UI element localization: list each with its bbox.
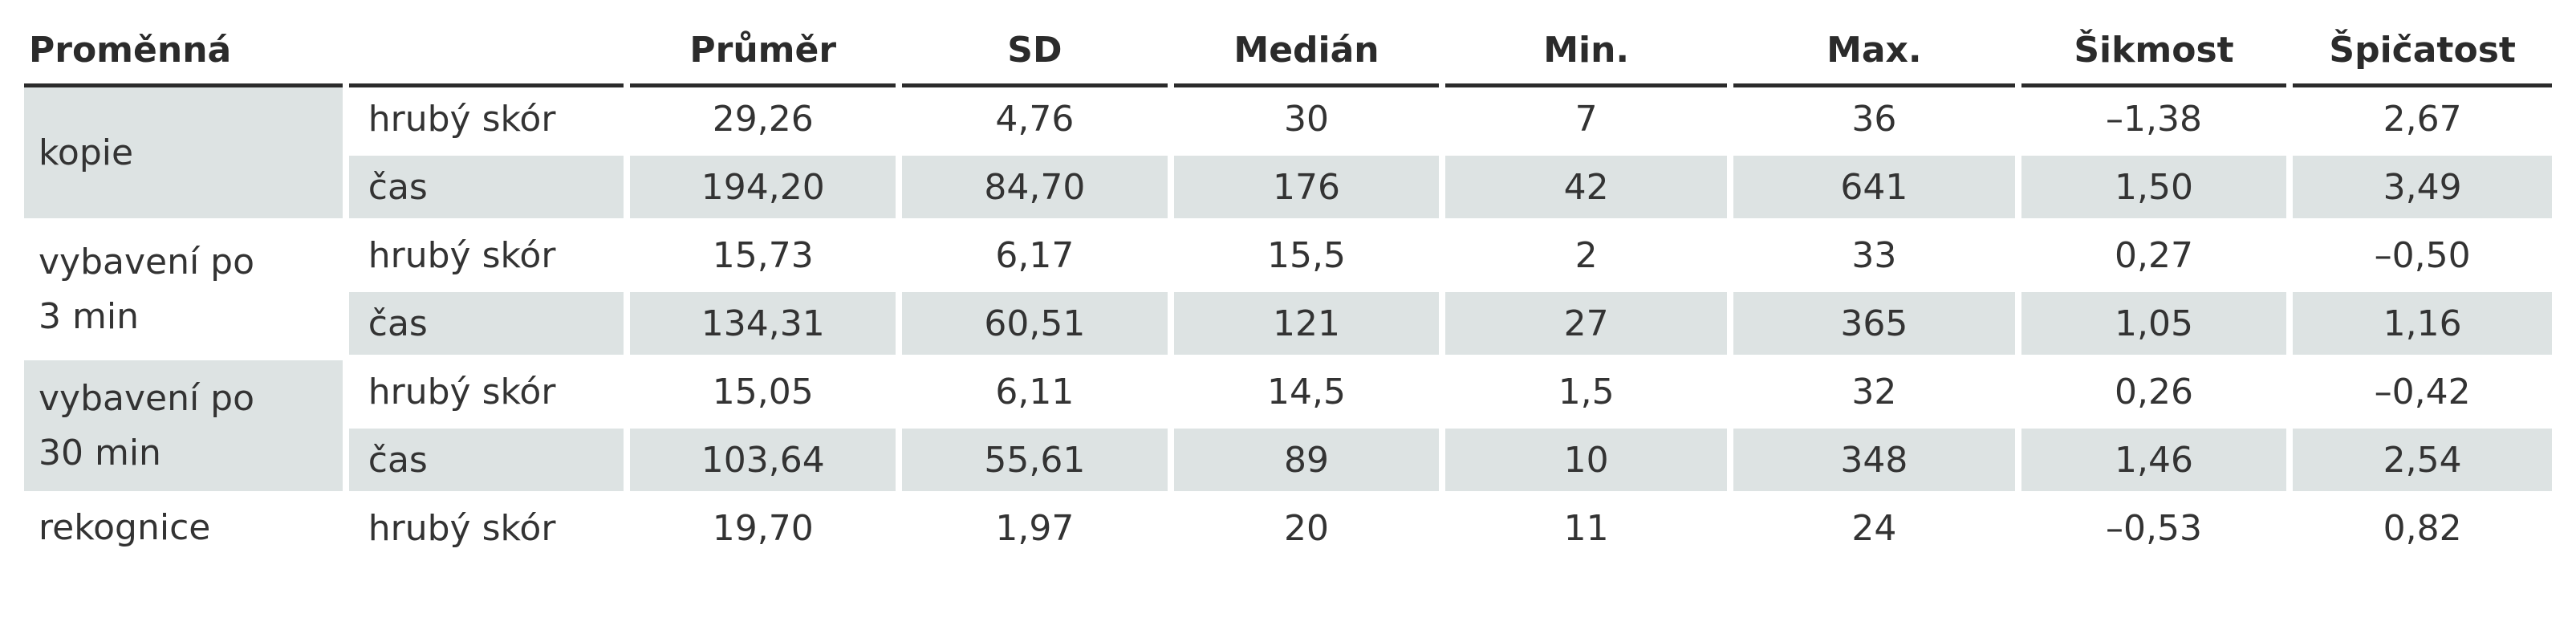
- value-cell: 32: [1733, 360, 2015, 429]
- table-row: čas 134,31 60,51 121 27 365 1,05 1,16: [24, 292, 2552, 360]
- value-cell: 2,67: [2293, 87, 2552, 156]
- header-mean: Průměr: [630, 16, 896, 87]
- measure-label: hrubý skór: [348, 497, 624, 565]
- value-cell: 60,51: [902, 292, 1168, 360]
- variable-label: vybavení po 30 min: [24, 360, 343, 497]
- table-row: rekognice hrubý skór 19,70 1,97 20 11 24 –0,53 0…: [24, 497, 2552, 565]
- value-cell: 134,31: [630, 292, 896, 360]
- value-cell: 6,11: [902, 360, 1168, 429]
- value-cell: 7: [1445, 87, 1728, 156]
- value-cell: 14,5: [1173, 360, 1440, 429]
- value-cell: 55,61: [902, 429, 1168, 497]
- value-cell: 0,27: [2021, 224, 2287, 292]
- value-cell: 42: [1445, 156, 1728, 224]
- value-cell: 84,70: [902, 156, 1168, 224]
- measure-label: hrubý skór: [348, 360, 624, 429]
- value-cell: 15,05: [630, 360, 896, 429]
- value-cell: 36: [1733, 87, 2015, 156]
- value-cell: 1,46: [2021, 429, 2287, 497]
- value-cell: 3,49: [2293, 156, 2552, 224]
- measure-label: čas: [348, 156, 624, 224]
- value-cell: 29,26: [630, 87, 896, 156]
- value-cell: 15,73: [630, 224, 896, 292]
- header-max: Max.: [1733, 16, 2015, 87]
- page: Proměnná Průměr SD Medián Min. Max. Šikm…: [24, 16, 2552, 565]
- table-row: kopie hrubý skór 29,26 4,76 30 7 36 –1,38 2,67: [24, 87, 2552, 224]
- header-min: Min.: [1445, 16, 1728, 87]
- value-cell: –0,42: [2293, 360, 2552, 429]
- value-cell: 1,50: [2021, 156, 2287, 224]
- header-variable: Proměnná: [24, 16, 343, 87]
- header-row: Proměnná Průměr SD Medián Min. Max. Šikm…: [24, 16, 2552, 87]
- value-cell: 20: [1173, 497, 1440, 565]
- table-row: vybavení po 30 min hrubý skór 15,05 6,11 14,…: [24, 360, 2552, 497]
- value-cell: –0,53: [2021, 497, 2287, 565]
- value-cell: 0,26: [2021, 360, 2287, 429]
- value-cell: 1,5: [1445, 360, 1728, 429]
- value-cell: 103,64: [630, 429, 896, 497]
- value-cell: 0,82: [2293, 497, 2552, 565]
- measure-label: hrubý skór: [348, 87, 624, 156]
- value-cell: 1,97: [902, 497, 1168, 565]
- table-row: čas 194,20 84,70 176 42 641 1,50 3,49: [24, 156, 2552, 224]
- value-cell: 176: [1173, 156, 1440, 224]
- variable-label: vybavení po 3 min: [24, 224, 343, 360]
- measure-label: čas: [348, 292, 624, 360]
- value-cell: 10: [1445, 429, 1728, 497]
- header-subtype: [348, 16, 624, 87]
- table-row: čas 103,64 55,61 89 10 348 1,46 2,54: [24, 429, 2552, 497]
- table-body: kopie hrubý skór 29,26 4,76 30 7 36 –1,38 2,67 ča…: [24, 87, 2552, 565]
- variable-label: kopie: [24, 87, 343, 224]
- value-cell: 15,5: [1173, 224, 1440, 292]
- value-cell: 2,54: [2293, 429, 2552, 497]
- value-cell: 33: [1733, 224, 2015, 292]
- measure-label: čas: [348, 429, 624, 497]
- value-cell: 27: [1445, 292, 1728, 360]
- value-cell: –1,38: [2021, 87, 2287, 156]
- value-cell: 1,05: [2021, 292, 2287, 360]
- value-cell: 641: [1733, 156, 2015, 224]
- variable-label: rekognice: [24, 497, 343, 565]
- value-cell: 6,17: [902, 224, 1168, 292]
- value-cell: 365: [1733, 292, 2015, 360]
- table-row: vybavení po 3 min hrubý skór 15,73 6,17 15,5…: [24, 224, 2552, 360]
- value-cell: 89: [1173, 429, 1440, 497]
- value-cell: 4,76: [902, 87, 1168, 156]
- value-cell: 348: [1733, 429, 2015, 497]
- value-cell: 24: [1733, 497, 2015, 565]
- value-cell: 30: [1173, 87, 1440, 156]
- value-cell: 2: [1445, 224, 1728, 292]
- value-cell: 19,70: [630, 497, 896, 565]
- header-skewness: Šikmost: [2021, 16, 2287, 87]
- header-kurtosis: Špičatost: [2293, 16, 2552, 87]
- value-cell: 11: [1445, 497, 1728, 565]
- descriptive-statistics-table: Proměnná Průměr SD Medián Min. Max. Šikm…: [18, 16, 2558, 565]
- header-median: Medián: [1173, 16, 1440, 87]
- value-cell: 1,16: [2293, 292, 2552, 360]
- value-cell: –0,50: [2293, 224, 2552, 292]
- measure-label: hrubý skór: [348, 224, 624, 292]
- value-cell: 121: [1173, 292, 1440, 360]
- header-sd: SD: [902, 16, 1168, 87]
- value-cell: 194,20: [630, 156, 896, 224]
